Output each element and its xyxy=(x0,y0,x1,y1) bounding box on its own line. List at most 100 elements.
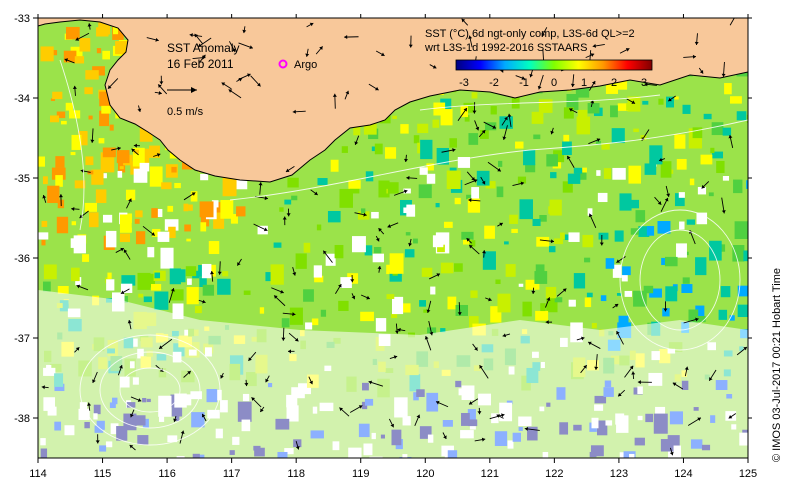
anomaly-cell xyxy=(100,152,115,173)
anomaly-cell xyxy=(484,225,495,239)
anomaly-cell xyxy=(371,211,379,219)
current-arrowhead-icon xyxy=(501,413,505,418)
anomaly-cell xyxy=(70,46,83,59)
anomaly-cell xyxy=(101,105,111,114)
current-arrowhead-icon xyxy=(471,176,475,181)
anomaly-cell xyxy=(161,182,172,190)
current-arrowhead-icon xyxy=(637,380,641,385)
current-arrowhead-icon xyxy=(692,54,696,59)
anomaly-cell xyxy=(485,181,496,189)
anomaly-cell xyxy=(375,318,387,332)
current-arrowhead-icon xyxy=(117,146,121,151)
anomaly-cell xyxy=(279,207,284,212)
colorbar-tick-label: 1 xyxy=(581,77,587,89)
current-arrowhead-icon xyxy=(524,426,529,431)
anomaly-cell xyxy=(719,244,726,252)
current-arrowhead-icon xyxy=(158,91,162,95)
anomaly-cell xyxy=(412,238,418,244)
current-arrowhead-icon xyxy=(669,451,674,456)
lon-tick-label: 124 xyxy=(674,468,692,480)
anomaly-cell xyxy=(38,232,49,240)
argo-legend-label: Argo xyxy=(294,59,317,71)
current-arrowhead-icon xyxy=(201,413,206,418)
anomaly-cell xyxy=(518,283,524,287)
anomaly-cell xyxy=(603,168,612,179)
anomaly-cell xyxy=(682,277,690,284)
anomaly-cell xyxy=(65,102,73,111)
current-arrowhead-icon xyxy=(529,73,534,78)
anomaly-cell xyxy=(420,139,433,160)
current-arrowhead-icon xyxy=(590,53,595,57)
anomaly-cell xyxy=(71,221,77,226)
lon-tick-label: 118 xyxy=(287,468,305,480)
current-arrowhead-icon xyxy=(426,309,431,313)
anomaly-cell xyxy=(509,214,518,224)
anomaly-cell xyxy=(573,273,586,289)
current-arrowhead-icon xyxy=(363,212,367,217)
current-arrowhead-icon xyxy=(288,349,292,354)
current-arrowhead-icon xyxy=(672,382,677,387)
anomaly-cell xyxy=(562,181,573,193)
anomaly-cell xyxy=(734,221,748,239)
current-arrowhead-icon xyxy=(249,45,253,50)
anomaly-cell xyxy=(421,267,433,277)
anomaly-cell xyxy=(546,154,558,167)
anomaly-cell xyxy=(316,224,322,231)
anomaly-cell xyxy=(75,277,82,286)
anomaly-cell xyxy=(133,149,140,154)
current-arrowhead-icon xyxy=(323,250,327,255)
anomaly-cell xyxy=(43,264,57,280)
anomaly-cell xyxy=(700,154,713,165)
current-arrowhead-icon xyxy=(482,250,487,254)
current-arrowhead-icon xyxy=(137,398,142,402)
current-arrowhead-icon xyxy=(481,180,486,185)
current-arrowhead-icon xyxy=(567,155,571,160)
current-arrowhead-icon xyxy=(596,138,601,142)
anomaly-cell xyxy=(360,311,374,322)
anomaly-cell xyxy=(479,129,489,139)
anomaly-cell xyxy=(52,91,63,100)
current-arrowhead-icon xyxy=(120,247,124,252)
anomaly-cell xyxy=(243,290,251,295)
anomaly-cell xyxy=(56,111,66,119)
current-arrowhead-icon xyxy=(292,109,296,114)
anomaly-cell xyxy=(626,199,640,209)
current-arrowhead-icon xyxy=(123,249,128,254)
anomaly-cell xyxy=(540,303,546,312)
lon-tick-label: 122 xyxy=(545,468,563,480)
lon-tick-label: 115 xyxy=(94,468,112,480)
anomaly-cell xyxy=(41,220,48,227)
anomaly-cell xyxy=(504,241,509,245)
lat-tick-label: -36 xyxy=(14,253,30,265)
anomaly-cell xyxy=(341,146,348,153)
eddy-contour xyxy=(619,209,741,351)
current-arrowhead-icon xyxy=(475,126,480,131)
current-arrowhead-icon xyxy=(156,153,161,157)
anomaly-cell xyxy=(85,70,99,80)
anomaly-cell xyxy=(732,245,745,262)
lon-tick-label: 117 xyxy=(223,468,241,480)
anomaly-cell xyxy=(119,214,132,233)
colorbar-tick-label: -3 xyxy=(459,77,469,89)
anomaly-cell xyxy=(457,157,471,168)
anomaly-cell xyxy=(327,210,341,223)
current-arrowhead-icon xyxy=(497,167,501,172)
current-arrowhead-icon xyxy=(664,197,669,202)
australia-land xyxy=(38,18,748,183)
anomaly-cell xyxy=(722,176,730,181)
current-arrowhead-icon xyxy=(231,48,236,52)
anomaly-cell xyxy=(360,208,366,214)
anomaly-cell xyxy=(574,169,587,180)
anomaly-cell xyxy=(498,160,503,167)
anomaly-cell xyxy=(405,232,411,236)
anomaly-cell xyxy=(679,221,685,230)
lon-tick-label: 125 xyxy=(739,468,757,480)
anomaly-cell xyxy=(74,180,86,189)
anomaly-cell xyxy=(495,279,501,285)
anomaly-cell xyxy=(612,264,622,278)
anomaly-cell xyxy=(392,296,404,315)
lat-tick-label: -33 xyxy=(14,13,30,25)
anomaly-cell xyxy=(610,105,618,118)
anomaly-cell xyxy=(384,147,397,159)
credit-text: © IMOS 03-Jul-2017 00:21 Hobart Time xyxy=(771,268,783,462)
